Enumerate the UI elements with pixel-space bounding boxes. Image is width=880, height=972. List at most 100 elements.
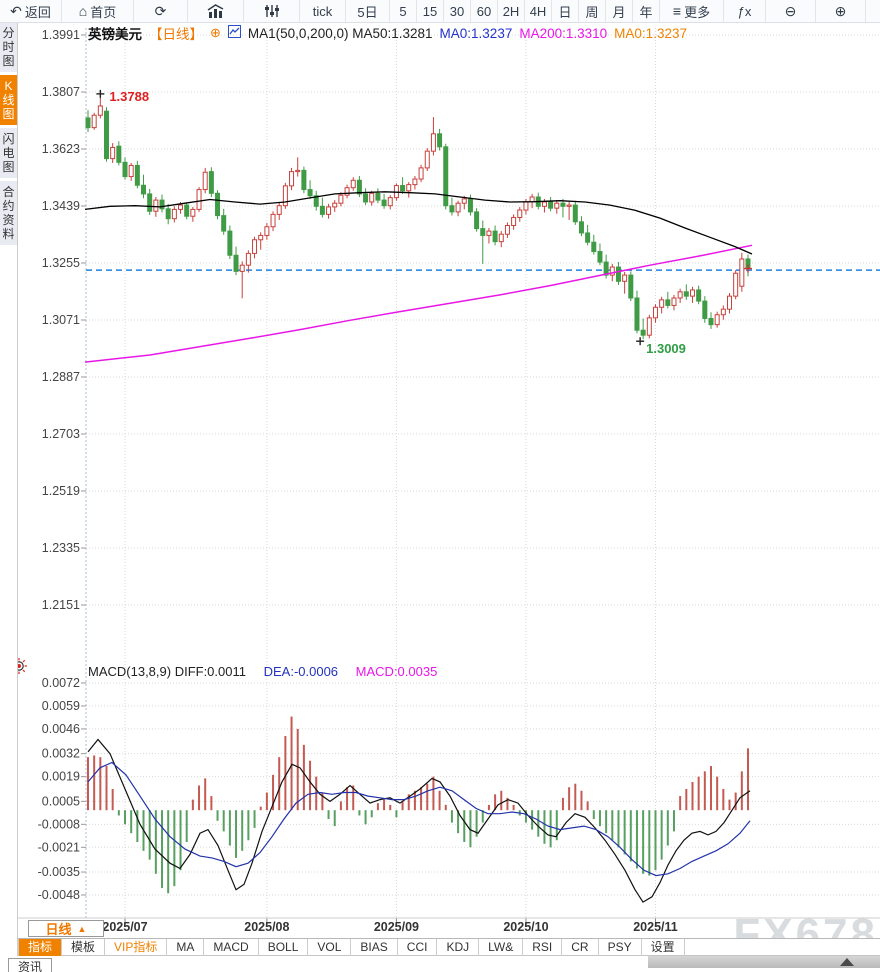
candle [196,189,202,210]
indicator-tab-VIP指标[interactable]: VIP指标 [105,939,168,956]
candle [128,164,134,178]
toolbar-period-day-button[interactable]: 日 [552,0,579,22]
candle [363,193,369,203]
candle [548,201,554,209]
indicator-tab-LW&[interactable]: LW& [479,939,524,956]
ma0-blue-value: MA0:1.3237 [439,25,513,41]
indicator-tab-PSY[interactable]: PSY [599,939,642,956]
candle [369,192,375,203]
candle [739,258,745,287]
candle [603,261,609,276]
indicator-tab-CR[interactable]: CR [562,939,599,956]
add-compare-icon[interactable]: ⊕ [210,25,221,40]
macd-dea-value: DEA:-0.0006 [263,664,339,679]
candle [252,239,258,254]
indicator-tab-BIAS[interactable]: BIAS [351,939,398,956]
candle [430,133,436,152]
mini-chart-icon [227,25,241,41]
candle [190,208,196,217]
indicator-tab-MACD[interactable]: MACD [204,939,259,956]
tab-news[interactable]: 资讯 [8,958,52,972]
candle [97,105,103,116]
toolbar-more-button[interactable]: ≡ 更多 [660,0,724,22]
candle [646,317,652,336]
svg-text:1.2151: 1.2151 [42,598,80,612]
toolbar-period-60-button[interactable]: 60 [471,0,498,22]
indicator-tab-指标[interactable]: 指标 [18,939,63,956]
indicator-tab-模板[interactable]: 模板 [62,939,106,956]
toolbar-period-year-button[interactable]: 年 [633,0,660,22]
candle [572,204,578,223]
candle [486,230,492,236]
toolbar-period-5-button[interactable]: 5 [390,0,417,22]
toolbar-home-button[interactable]: ⌂ 首页 [62,0,134,22]
indicator-tab-CCI[interactable]: CCI [398,939,438,956]
toolbar-zoom-out-icon[interactable]: ⊖ [766,0,816,22]
indicator-tab-KDJ[interactable]: KDJ [437,939,480,956]
svg-text:-0.0008: -0.0008 [38,817,80,831]
high-price-label: 1.3788 [109,89,149,104]
sidebar-tab-分时图[interactable]: 分时图 [0,22,17,72]
indicator-tab-BOLL[interactable]: BOLL [259,939,309,956]
toolbar-period-4h-button[interactable]: 4H [525,0,552,22]
candle [245,252,251,266]
svg-text:2025/08: 2025/08 [244,920,289,934]
candle [541,201,547,207]
toolbar-tick-button[interactable]: tick [300,0,346,22]
candle [634,297,640,331]
candle [406,184,412,192]
candle [517,209,523,218]
period-selector-label: 日线 [45,922,72,937]
indicator-tab-MA[interactable]: MA [167,939,205,956]
toolbar-period-2h-button[interactable]: 2H [498,0,525,22]
sidebar-tab-闪电图[interactable]: 闪电图 [0,128,17,178]
toolbar-period-week-button[interactable]: 周 [579,0,606,22]
candle [387,197,393,207]
candle [301,169,307,191]
candle [677,291,683,299]
toolbar-indicator-settings-icon[interactable] [244,0,300,22]
back-arrow-icon: ↶ [10,3,22,19]
toolbar-chart-style-icon[interactable] [188,0,244,22]
candle [282,185,288,207]
ma200-line [84,244,753,363]
candle [474,211,480,230]
candle [560,202,566,207]
candle [437,133,443,148]
expand-up-icon [840,958,854,966]
svg-text:1.3255: 1.3255 [42,256,80,270]
candle [141,184,147,195]
sidebar-tab-合约资料[interactable]: 合约资料 [0,181,17,245]
svg-text:2025/09: 2025/09 [374,920,419,934]
svg-text:1.2335: 1.2335 [42,541,80,555]
candle [276,205,282,215]
candle [659,299,665,308]
candle [104,110,110,160]
indicator-tab-RSI[interactable]: RSI [523,939,563,956]
chart-title-row: 英镑美元 【日线】 ⊕ MA1(50,0,200,0) MA50:1.3281 … [88,23,687,43]
toolbar-refresh-icon[interactable]: ⟳ [134,0,188,22]
candle [208,171,214,194]
candle [498,233,504,243]
macd-histogram [87,716,749,894]
svg-text:0.0032: 0.0032 [42,747,80,761]
toolbar-zoom-in-icon[interactable]: ⊕ [816,0,866,22]
indicator-tab-VOL[interactable]: VOL [308,939,352,956]
toolbar-range-5d-button[interactable]: 5日 [346,0,390,22]
toolbar-fx-button[interactable]: ƒx [724,0,766,22]
toolbar-period-30-button[interactable]: 30 [444,0,471,22]
candles-layer [85,97,751,340]
toolbar-period-15-button[interactable]: 15 [417,0,444,22]
candle [733,272,739,297]
candle [122,161,128,178]
toolbar-period-month-button[interactable]: 月 [606,0,633,22]
indicator-tab-设置[interactable]: 设置 [642,939,685,956]
panel-collapse-bar[interactable] [648,956,880,968]
period-selector[interactable]: 日线 ▲ [28,920,104,937]
candle [184,204,190,217]
candle [628,274,634,299]
toolbar-back-button[interactable]: ↶ 返回 [0,0,62,22]
candle [665,299,671,306]
